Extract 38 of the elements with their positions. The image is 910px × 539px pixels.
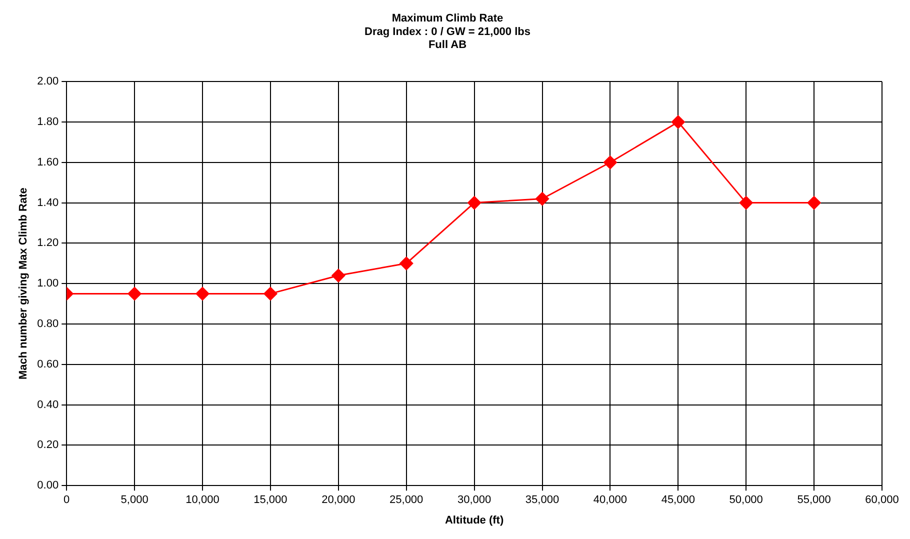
x-tick-label: 0 [64, 494, 70, 506]
point [536, 192, 550, 206]
point [739, 196, 753, 210]
x-tick-label: 10,000 [186, 494, 220, 506]
y-tick-label: 0.60 [37, 358, 59, 370]
point [332, 268, 346, 282]
x-tick-label: 30,000 [457, 494, 492, 506]
point [264, 286, 278, 300]
y-tick-label: 1.00 [37, 278, 59, 290]
y-tick-label: 2.00 [37, 76, 59, 88]
x-axis-title: Altitude (ft) [444, 514, 504, 526]
x-tick-label: 50,000 [729, 494, 763, 506]
x-tick-label: 45,000 [661, 494, 695, 506]
y-tick-label: 1.40 [37, 196, 59, 209]
y-tick-label: 0.80 [37, 318, 59, 330]
point [400, 256, 414, 270]
x-tick-label: 20,000 [322, 494, 356, 506]
point [671, 115, 685, 129]
point [128, 286, 142, 300]
y-tick-label: 0.00 [37, 480, 59, 492]
point [196, 286, 210, 300]
y-axis-title: Mach number giving Max Climb Rate [18, 188, 30, 380]
y-tick-label: 1.60 [37, 156, 59, 168]
point [603, 156, 617, 170]
point [807, 196, 821, 210]
point [468, 196, 482, 210]
y-tick-label: 0.40 [37, 398, 59, 411]
x-tick-label: 15,000 [254, 494, 288, 506]
x-tick-label: 60,000 [865, 494, 899, 506]
y-tick-label: 0.20 [37, 439, 59, 452]
x-tick-label: 55,000 [797, 494, 831, 506]
x-tick-label: 35,000 [525, 494, 560, 506]
y-tick-label: 1.20 [37, 237, 59, 250]
chart-title: Maximum Climb Rate Drag Index : 0 / GW = 21,000 lbs Full AB [364, 12, 530, 52]
y-tick-label: 1.80 [37, 116, 59, 128]
x-tick-label: 5,000 [120, 494, 148, 506]
x-tick-label: 25,000 [390, 494, 424, 506]
x-tick-label: 40,000 [593, 494, 628, 506]
